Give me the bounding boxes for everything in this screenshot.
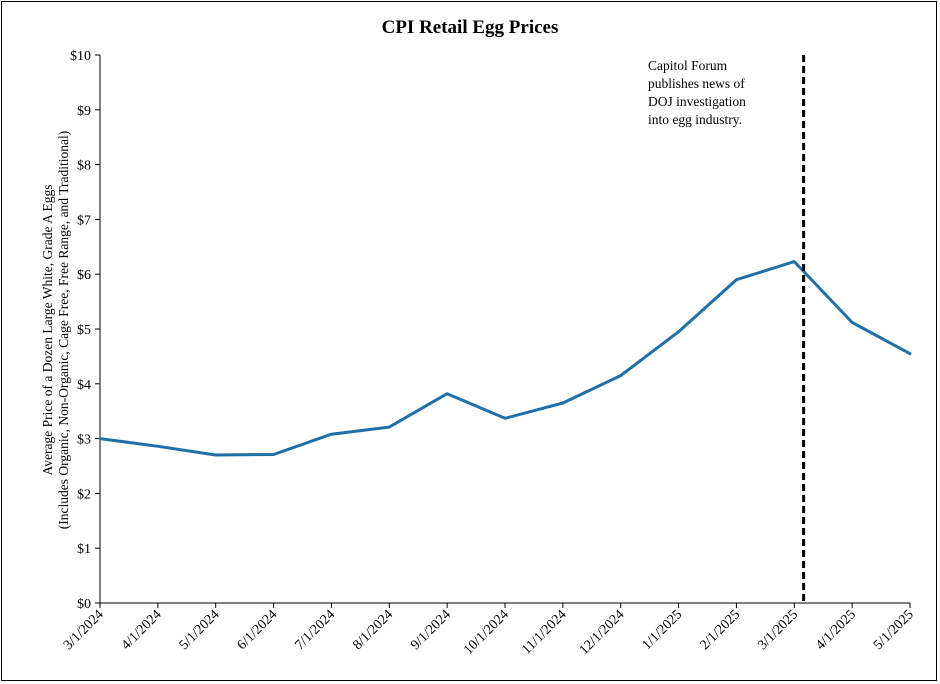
x-tick-label: 3/1/2025	[755, 607, 801, 653]
x-tick-label: 5/1/2024	[177, 607, 223, 653]
y-tick-label: $7	[77, 213, 91, 228]
y-tick-label: $6	[77, 268, 91, 283]
y-axis-label-line-2: (Includes Organic, Non-Organic, Cage Fre…	[56, 131, 71, 529]
y-tick-label: $10	[70, 49, 91, 64]
axes: $0 $1 $2 $3 $4 $5 $6 $7 $8 $9 $10 3/1/2024 4/1/2024 5…	[61, 49, 917, 658]
x-tick-label: 5/1/2025	[871, 607, 917, 653]
x-tick-label: 12/1/2024	[577, 607, 628, 658]
y-tick-label: $9	[77, 104, 91, 119]
x-tick-label: 1/1/2025	[640, 607, 686, 653]
x-tick-label: 3/1/2024	[61, 607, 107, 653]
plot-area	[98, 55, 912, 603]
y-tick-label: $2	[77, 487, 91, 502]
x-tick-label: 4/1/2025	[813, 607, 859, 653]
y-tick-label: $8	[77, 159, 91, 174]
y-tick-label: $3	[77, 433, 91, 448]
x-tick-label: 10/1/2024	[461, 607, 512, 658]
x-tick-label: 8/1/2024	[350, 607, 396, 653]
y-tick-label: $4	[77, 378, 91, 393]
series-line	[98, 260, 912, 457]
x-tick-label: 4/1/2024	[119, 607, 165, 653]
y-tick-label: $5	[77, 323, 91, 338]
annotation-text: Capitol Forum publishes news of DOJ inve…	[648, 58, 746, 127]
x-tick-label: 11/1/2024	[519, 607, 569, 657]
x-tick-label: 7/1/2024	[292, 607, 338, 653]
y-tick-label: $1	[77, 542, 91, 557]
y-axis-label: Average Price of a Dozen Large White, Gr…	[40, 131, 71, 529]
y-axis-label-line-1: Average Price of a Dozen Large White, Gr…	[40, 185, 55, 476]
x-tick-label: 2/1/2025	[697, 607, 743, 653]
annotation-line-3: DOJ investigation	[648, 94, 746, 109]
annotation-line-4: into egg industry.	[648, 112, 742, 127]
annotation-line-1: Capitol Forum	[648, 58, 728, 73]
chart-title: CPI Retail Egg Prices	[382, 17, 559, 38]
annotation-line-2: publishes news of	[648, 76, 745, 91]
x-tick-label: 6/1/2024	[235, 607, 281, 653]
y-tick-label: $0	[77, 597, 91, 612]
x-tick-label: 9/1/2024	[408, 607, 454, 653]
